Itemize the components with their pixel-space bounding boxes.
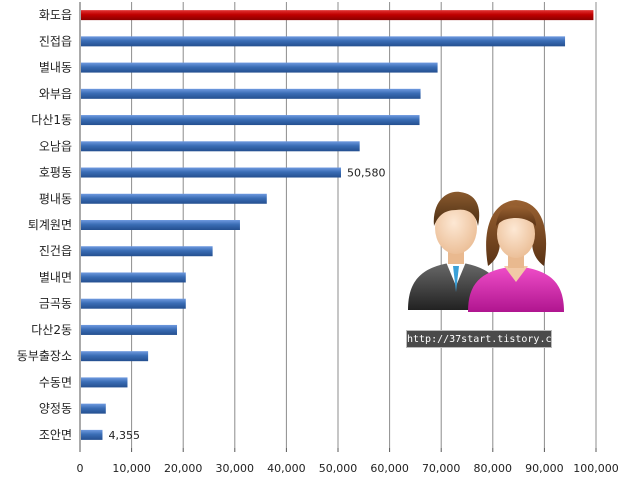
category-label: 별내동: [39, 61, 72, 75]
bar: [81, 10, 594, 21]
x-axis-ticks: 0 10,000 20,000 30,000 40,000 50,000 60,000 70,…: [77, 448, 619, 475]
bar: [81, 403, 106, 414]
bar: [81, 36, 566, 47]
bars: [81, 10, 594, 440]
category-label: 진건읍: [39, 244, 72, 258]
category-label: 금곡동: [39, 297, 72, 311]
category-label: 평내동: [39, 192, 72, 206]
category-label: 호평동: [39, 166, 72, 180]
category-label: 동부출장소: [17, 349, 72, 363]
x-tick-label: 40,000: [267, 462, 306, 475]
bar: [81, 88, 421, 99]
people-icon: [408, 191, 564, 312]
watermark-url: http://37start.tistory.com: [406, 330, 564, 348]
x-tick-label: 90,000: [525, 462, 564, 475]
category-label: 수동면: [39, 375, 72, 389]
category-label: 와부읍: [39, 87, 72, 101]
x-tick-label: 100,000: [573, 462, 619, 475]
category-label: 양정동: [39, 402, 72, 416]
bar: [81, 167, 341, 178]
bar: [81, 246, 213, 257]
data-label: 50,580: [347, 167, 386, 180]
category-label: 오남읍: [39, 139, 72, 153]
category-label: 다산2동: [31, 323, 72, 337]
category-labels: 화도읍진접읍별내동와부읍다산1동오남읍호평동평내동퇴계원면진건읍별내면금곡동다산…: [17, 8, 72, 442]
x-tick-label: 80,000: [474, 462, 513, 475]
bar: [81, 429, 103, 440]
bar: [81, 220, 240, 230]
bar: [81, 62, 438, 73]
bar: [81, 272, 186, 283]
bar: [81, 324, 178, 335]
x-tick-label: 0: [77, 462, 84, 475]
category-label: 별내면: [39, 270, 72, 284]
x-tick-label: 30,000: [216, 462, 255, 475]
x-tick-label: 70,000: [422, 462, 461, 475]
bar: [81, 141, 360, 152]
category-label: 조안면: [39, 428, 72, 442]
bar: [81, 351, 149, 362]
x-tick-label: 50,000: [319, 462, 358, 475]
bar: [81, 298, 186, 309]
data-label: 4,355: [108, 429, 140, 442]
x-tick-label: 60,000: [370, 462, 409, 475]
data-labels: 50,580 4,355: [108, 167, 385, 442]
bar: [81, 377, 128, 388]
category-label: 화도읍: [39, 8, 72, 22]
category-label: 퇴계원면: [28, 218, 72, 232]
category-label: 진접읍: [39, 34, 72, 48]
bar: [81, 193, 267, 204]
category-label: 다산1동: [31, 113, 72, 127]
x-tick-label: 20,000: [164, 462, 203, 475]
x-tick-label: 10,000: [112, 462, 151, 475]
bar: [81, 115, 420, 126]
